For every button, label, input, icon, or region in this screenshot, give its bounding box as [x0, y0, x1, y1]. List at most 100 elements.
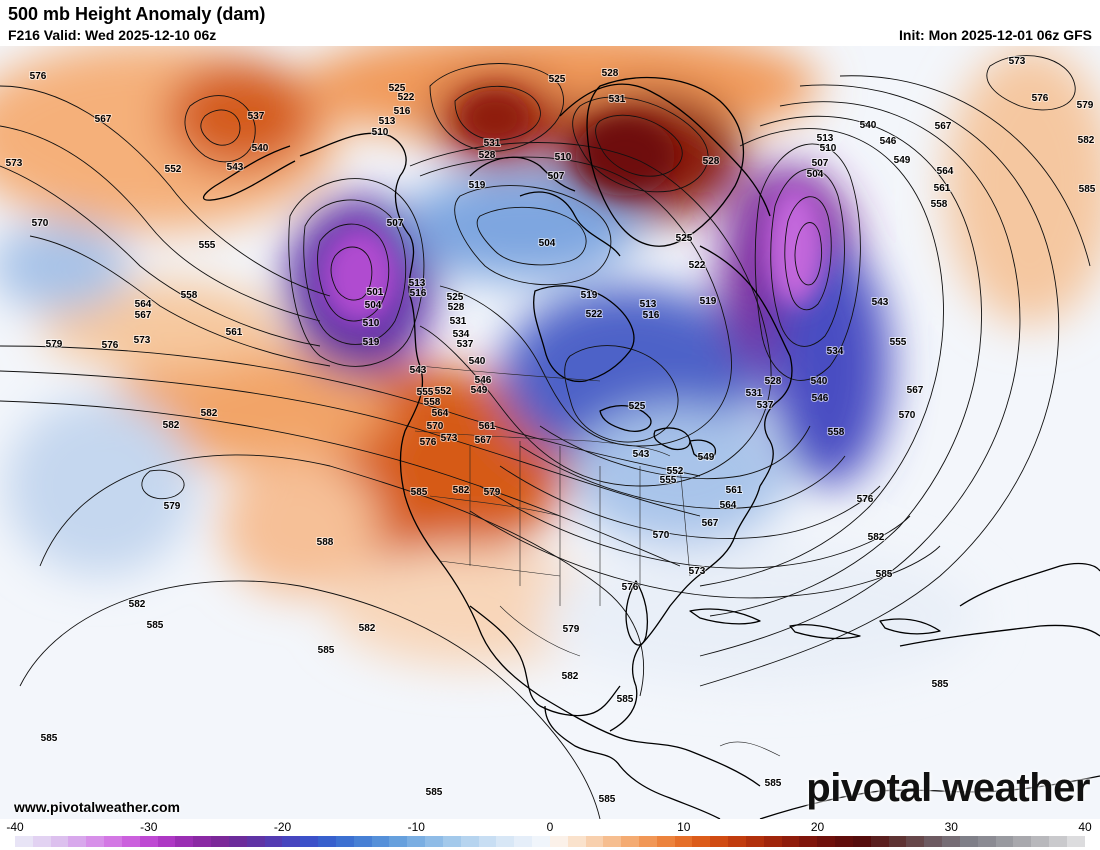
contour-label: 534 [453, 329, 470, 340]
contour-label: 528 [703, 156, 720, 167]
contour-label: 585 [318, 645, 335, 656]
contour-label: 582 [562, 671, 579, 682]
contour-label: 534 [827, 346, 844, 357]
contour-label: 573 [1009, 56, 1026, 67]
contour-label: 516 [643, 310, 660, 321]
colorbar-tick-label: 10 [677, 820, 691, 834]
contour-label: 504 [539, 238, 556, 249]
contour-label: 570 [32, 218, 49, 229]
colorbar-swatch [745, 836, 764, 847]
contour-label: 579 [164, 501, 181, 512]
colorbar-swatch [674, 836, 693, 847]
contour-label: 585 [599, 794, 616, 805]
contour-label: 543 [633, 449, 650, 460]
contour-label: 528 [479, 150, 496, 161]
contour-label: 501 [367, 287, 384, 298]
colorbar-swatch [32, 836, 51, 847]
contour-label: 576 [1032, 93, 1049, 104]
contour-label: 585 [876, 569, 893, 580]
contour-label: 570 [899, 410, 916, 421]
header: 500 mb Height Anomaly (dam) F216 Valid: … [0, 0, 1100, 46]
colorbar-swatch [603, 836, 622, 847]
contour-label: 546 [812, 393, 829, 404]
contour-label: 567 [135, 310, 152, 321]
map-canvas[interactable]: 5765675735705525375405435555585645675615… [0, 46, 1100, 819]
contour-label: 570 [427, 421, 444, 432]
colorbar-swatch [638, 836, 657, 847]
contour-label: 519 [469, 180, 486, 191]
colorbar-swatch [460, 836, 479, 847]
contour-label: 525 [447, 292, 464, 303]
contour-label: 531 [746, 388, 763, 399]
colorbar-swatch [442, 836, 461, 847]
colorbar-swatch [924, 836, 943, 847]
contour-label: 531 [450, 316, 467, 327]
contour-label: 540 [811, 376, 828, 387]
contour-label: 585 [765, 778, 782, 789]
map-panel[interactable]: 576 567 573 570 552 537 540 543 555 558 564 567 561 5… [0, 46, 1100, 819]
contour-label: 549 [698, 452, 715, 463]
contour-label: 576 [102, 340, 119, 351]
contour-label: 522 [586, 309, 603, 320]
colorbar: -40 -30 -20 -10 0 10 20 30 40 [0, 819, 1100, 850]
colorbar-swatch [175, 836, 194, 847]
colorbar-swatch [246, 836, 265, 847]
contour-label: 585 [932, 679, 949, 690]
contour-label: 510 [820, 143, 837, 154]
colorbar-swatch [1049, 836, 1067, 847]
colorbar-swatch [318, 836, 336, 847]
contour-label: 522 [398, 92, 415, 103]
contour-label: 546 [880, 136, 897, 147]
colorbar-swatch [1031, 836, 1050, 847]
contour-label: 561 [226, 327, 243, 338]
contour-label: 510 [363, 318, 380, 329]
contour-label: 552 [667, 466, 684, 477]
contour-label: 522 [689, 260, 706, 271]
contour-label: 567 [475, 435, 492, 446]
colorbar-swatch [1066, 836, 1085, 847]
contour-label: 579 [1077, 100, 1094, 111]
colorbar-swatch [799, 836, 818, 847]
contour-label: 567 [935, 121, 952, 132]
contour-label: 516 [394, 106, 411, 117]
colorbar-swatch [977, 836, 996, 847]
contour-label: 582 [129, 599, 146, 610]
contour-label: 576 [30, 71, 47, 82]
contour-label: 573 [689, 566, 706, 577]
contour-label: 579 [46, 339, 63, 350]
website-url[interactable]: www.pivotalweather.com [14, 799, 180, 815]
colorbar-tick-label: -10 [407, 820, 425, 834]
contour-label: 555 [417, 387, 434, 398]
contour-label: 552 [165, 164, 182, 175]
colorbar-tick-label: 0 [546, 820, 554, 834]
colorbar-swatch [157, 836, 176, 847]
colorbar-swatch [1013, 836, 1032, 847]
contour-label: 528 [448, 302, 465, 313]
contour-label: 588 [317, 537, 334, 548]
contour-label: 525 [389, 83, 406, 94]
contour-label: 567 [95, 114, 112, 125]
contour-label: 546 [475, 375, 492, 386]
contour-label: 564 [135, 299, 152, 310]
contour-label: 582 [201, 408, 218, 419]
colorbar-swatch [15, 836, 33, 847]
contour-label: 564 [432, 408, 449, 419]
contour-label: 558 [424, 397, 441, 408]
contour-label: 555 [660, 475, 677, 486]
colorbar-swatch [763, 836, 782, 847]
valid-time-label: F216 Valid: Wed 2025-12-10 06z [8, 27, 217, 43]
coastlines [202, 77, 1100, 819]
colorbar-swatch [50, 836, 69, 847]
contour-label: 540 [469, 356, 486, 367]
colorbar-swatch [335, 836, 354, 847]
contour-label: 564 [720, 500, 737, 511]
colorbar-swatch [193, 836, 212, 847]
colorbar-swatch [532, 836, 550, 847]
colorbar-swatch [139, 836, 158, 847]
colorbar-swatch [710, 836, 729, 847]
contour-label: 567 [907, 385, 924, 396]
contour-label: 579 [563, 624, 580, 635]
contour-label: 582 [453, 485, 470, 496]
contour-label: 570 [653, 530, 670, 541]
contour-label: 558 [828, 427, 845, 438]
